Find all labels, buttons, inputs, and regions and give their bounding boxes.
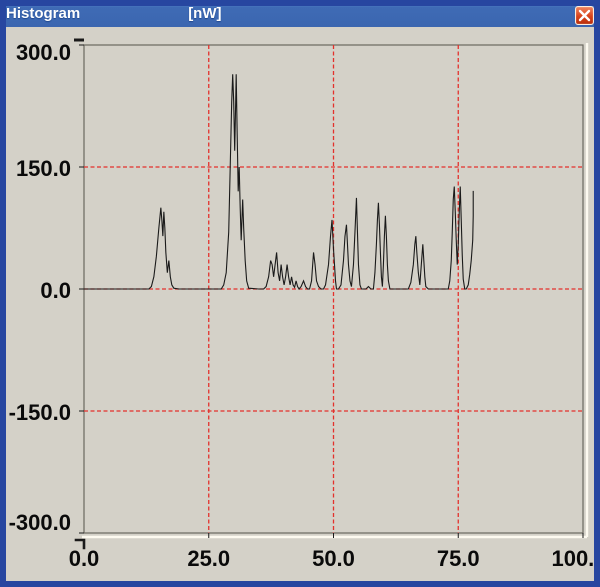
svg-text:50.0: 50.0 <box>312 546 355 571</box>
svg-text:0.0: 0.0 <box>40 278 71 303</box>
svg-text:-150.0: -150.0 <box>9 400 71 425</box>
svg-text:300.0: 300.0 <box>16 40 71 65</box>
svg-text:150.0: 150.0 <box>16 156 71 181</box>
svg-text:0.0: 0.0 <box>69 546 100 571</box>
svg-text:100.0: 100.0 <box>551 546 600 571</box>
svg-text:75.0: 75.0 <box>437 546 480 571</box>
svg-text:-300.0: -300.0 <box>9 510 71 535</box>
svg-text:25.0: 25.0 <box>187 546 230 571</box>
